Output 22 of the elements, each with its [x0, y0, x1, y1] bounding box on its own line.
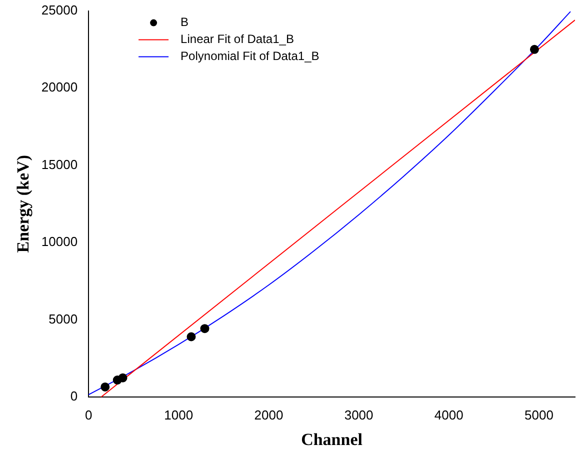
legend-label: B [180, 15, 189, 30]
x-tick-label: 3000 [344, 407, 374, 422]
x-tick-label: 0 [84, 407, 92, 422]
legend-label: Linear Fit of Data1_B [180, 32, 294, 46]
y-tick-label: 10000 [41, 234, 78, 250]
x-axis-title: Channel [301, 430, 363, 450]
legend-label: Polynomial Fit of Data1_B [180, 49, 320, 64]
y-axis-title: Energy (keV) [14, 155, 33, 253]
point [200, 324, 210, 334]
point [530, 44, 539, 54]
y-tick-label: 15000 [41, 156, 78, 172]
point [100, 382, 110, 392]
y-tick-label: 5000 [48, 311, 78, 326]
x-tick-label: 1000 [164, 407, 194, 422]
y-tick-label: 0 [70, 388, 78, 404]
point [186, 332, 196, 342]
x-tick-label: 5000 [524, 407, 554, 422]
x-tick-label: 2000 [254, 407, 284, 422]
y-tick-label: 20000 [41, 80, 78, 95]
y-tick-label: 25000 [41, 2, 78, 18]
point [118, 373, 128, 382]
x-tick-label: 4000 [434, 407, 464, 422]
